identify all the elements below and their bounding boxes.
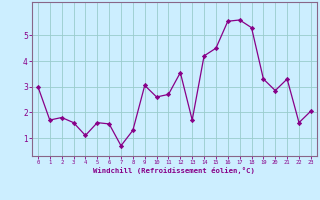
X-axis label: Windchill (Refroidissement éolien,°C): Windchill (Refroidissement éolien,°C) <box>93 167 255 174</box>
